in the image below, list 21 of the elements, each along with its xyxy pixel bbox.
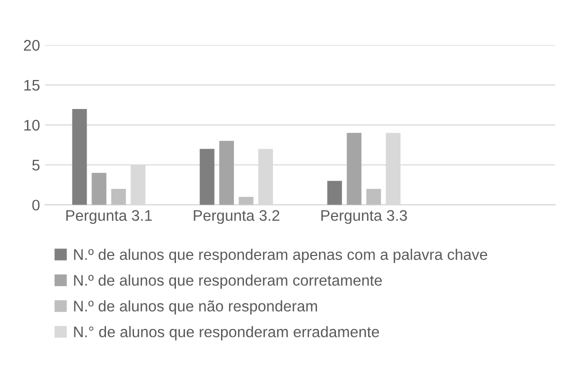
bar — [92, 172, 106, 205]
legend-label: N.º de alunos que responderam apenas com a palavra chave — [74, 248, 488, 263]
bar — [111, 188, 126, 205]
bar — [238, 196, 254, 205]
bar — [346, 132, 362, 205]
bar — [327, 180, 342, 205]
y-tick-label: 0 — [32, 200, 40, 211]
bar — [219, 140, 234, 205]
legend-label: N.° de alunos que responderam erradamente — [74, 326, 379, 340]
bar — [366, 188, 381, 205]
x-tick-label: Pergunta 3.1 — [66, 210, 152, 224]
y-tick-label: 15 — [24, 80, 40, 91]
x-tick-label: Pergunta 3.3 — [321, 210, 407, 224]
legend-label: N.º de alunos que responderam corretamente — [74, 274, 382, 289]
bar — [72, 108, 87, 205]
bar — [200, 148, 214, 205]
legend-label: N.º de alunos que não responderam — [74, 300, 317, 315]
x-tick-label: Pergunta 3.2 — [194, 210, 280, 224]
y-tick-label: 20 — [24, 40, 40, 51]
y-tick-label: 10 — [24, 120, 40, 131]
y-tick-label: 5 — [32, 160, 40, 171]
